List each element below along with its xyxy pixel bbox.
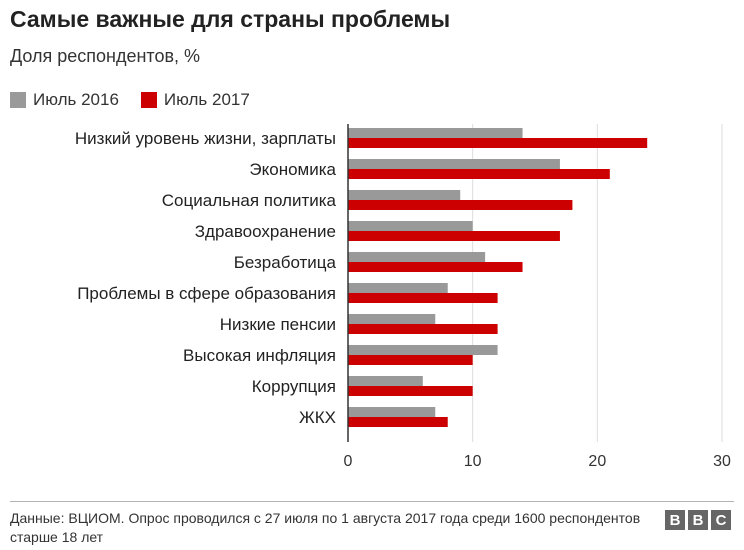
bar-2016 [348,221,473,231]
bar-2017 [348,417,448,427]
bar-2016 [348,159,560,169]
bbc-logo: B B C [662,510,731,530]
source-note: Данные: ВЦИОМ. Опрос проводился с 27 июл… [10,510,641,545]
x-tick-label: 30 [713,453,731,470]
bar-2016 [348,252,486,262]
bar-2017 [348,293,498,303]
bar-2017 [348,355,473,365]
category-label: Коррупция [252,377,336,396]
bar-2017 [348,262,523,272]
bar-2016 [348,128,523,138]
bbc-logo-block: C [711,510,731,530]
bar-2016 [348,314,436,324]
bbc-logo-block: B [665,510,685,530]
bar-2016 [348,376,423,386]
bar-2016 [348,407,436,417]
bar-2017 [348,169,610,179]
category-label: Здравоохранение [195,222,336,241]
x-tick-label: 0 [344,453,353,470]
legend-swatch-2016 [10,92,26,108]
legend-swatch-2017 [140,92,157,108]
bar-chart: Низкий уровень жизни, зарплаты Экономика С… [75,124,731,470]
category-label: Низкий уровень жизни, зарплаты [75,129,336,148]
category-label: Социальная политика [162,191,337,210]
bar-2017 [348,231,560,241]
bar-2017 [348,324,498,334]
category-label: Низкие пенсии [220,315,336,334]
x-tick-label: 10 [464,453,482,470]
category-label: Проблемы в сфере образования [77,284,336,303]
category-label: Высокая инфляция [183,346,336,365]
footer-divider [10,501,734,502]
bar-2017 [348,138,648,148]
legend-label-2016: Июль 2016 [33,90,119,109]
bar-2017 [348,386,473,396]
bbc-logo-block: B [688,510,708,530]
chart-title: Самые важные для страны проблемы [10,6,451,32]
legend: Июль 2016 Июль 2017 [10,90,272,110]
bar-2017 [348,200,573,210]
bar-2016 [348,190,461,200]
bar-2016 [348,345,498,355]
legend-item-2016: Июль 2016 [10,90,119,110]
category-label: Безработица [234,253,337,272]
category-label: ЖКХ [299,408,336,427]
bar-2016 [348,283,448,293]
legend-label-2017: Июль 2017 [163,90,250,109]
legend-item-2017: Июль 2017 [140,90,250,110]
category-label: Экономика [249,160,336,179]
x-tick-label: 20 [588,453,606,470]
chart-subtitle: Доля респондентов, % [10,46,201,66]
